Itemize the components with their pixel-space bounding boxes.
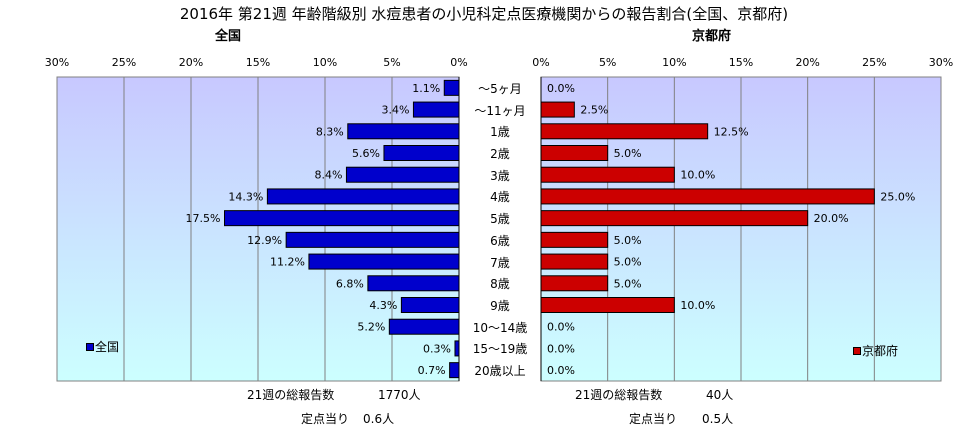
age-category-label: 9歳 (490, 299, 510, 313)
national-bar-value-label: 14.3% (228, 190, 263, 203)
national-bar (345, 166, 460, 183)
kyoto-total-value: 40人 (706, 388, 734, 402)
national-bar-value-label: 0.3% (423, 342, 451, 355)
national-per-value: 0.6人 (363, 412, 395, 426)
national-bar-value-label: 5.6% (352, 147, 380, 160)
age-category-label: 10～14歳 (472, 320, 528, 335)
national-bar (449, 362, 460, 379)
national-bar (443, 79, 460, 96)
national-bar (347, 123, 460, 140)
national-tick-label: 30% (45, 56, 69, 69)
kyoto-total-label: 21週の総報告数 (575, 388, 663, 402)
age-category-label: 6歳 (490, 233, 510, 248)
kyoto-legend-swatch (853, 347, 861, 355)
age-category-label: 5歳 (490, 212, 510, 227)
national-bar-value-label: 5.2% (357, 321, 385, 334)
national-bar (388, 318, 460, 335)
national-tick-label: 0% (450, 56, 467, 69)
kyoto-per-label: 定点当り (629, 412, 678, 426)
national-bar (308, 253, 460, 270)
kyoto-per-value: 0.5人 (702, 412, 734, 426)
age-category-label: 4歳 (490, 190, 510, 205)
chart-title: 2016年 第21週 年齢階級別 水痘患者の小児科定点医療機関からの報告割合(全… (179, 5, 789, 23)
national-tick-label: 5% (383, 56, 400, 69)
national-total-label: 21週の総報告数 (247, 388, 335, 402)
national-bar (367, 275, 460, 292)
national-total-value: 1770人 (378, 388, 421, 402)
national-bar-value-label: 1.1% (412, 82, 440, 95)
age-category-label: 1歳 (490, 125, 510, 140)
age-category-label: 7歳 (490, 255, 510, 270)
age-category-label: 15～19歳 (472, 342, 528, 357)
national-bar-value-label: 0.7% (418, 364, 446, 377)
age-category-label: ～5ヶ月 (478, 81, 522, 96)
age-category-label: 8歳 (490, 277, 510, 292)
national-bar-value-label: 17.5% (186, 212, 221, 225)
national-bar-value-label: 6.8% (336, 277, 364, 290)
national-bar-value-label: 8.3% (316, 125, 344, 138)
national-bar (285, 231, 460, 248)
national-bar-value-label: 11.2% (270, 256, 305, 269)
national-tick-label: 15% (246, 56, 270, 69)
national-bar-value-label: 4.3% (369, 299, 397, 312)
national-bar (454, 340, 460, 357)
age-category-label: 3歳 (490, 168, 510, 183)
national-per-label: 定点当り (301, 412, 350, 426)
national-tick-label: 10% (313, 56, 337, 69)
national-bar (412, 101, 460, 118)
national-bar-value-label: 12.9% (247, 234, 282, 247)
national-legend-swatch (86, 343, 94, 351)
national-bar-value-label: 8.4% (314, 169, 342, 182)
national-chart-title: 全国 (215, 29, 242, 44)
national-tick-label: 20% (179, 56, 203, 69)
age-category-label: ～11ヶ月 (474, 103, 526, 118)
national-bar (224, 210, 460, 227)
kyoto-legend-label: 京都府 (862, 344, 899, 358)
kyoto-chart-title: 京都府 (692, 29, 732, 44)
national-bar (266, 188, 460, 205)
national-bar (400, 297, 460, 313)
age-category-label: 2歳 (490, 147, 510, 161)
national-legend-label: 全国 (95, 340, 120, 354)
national-tick-label: 25% (112, 56, 136, 69)
national-bar (383, 145, 460, 161)
age-category-label: 20歳以上 (474, 364, 526, 379)
national-bar-value-label: 3.4% (381, 104, 409, 117)
